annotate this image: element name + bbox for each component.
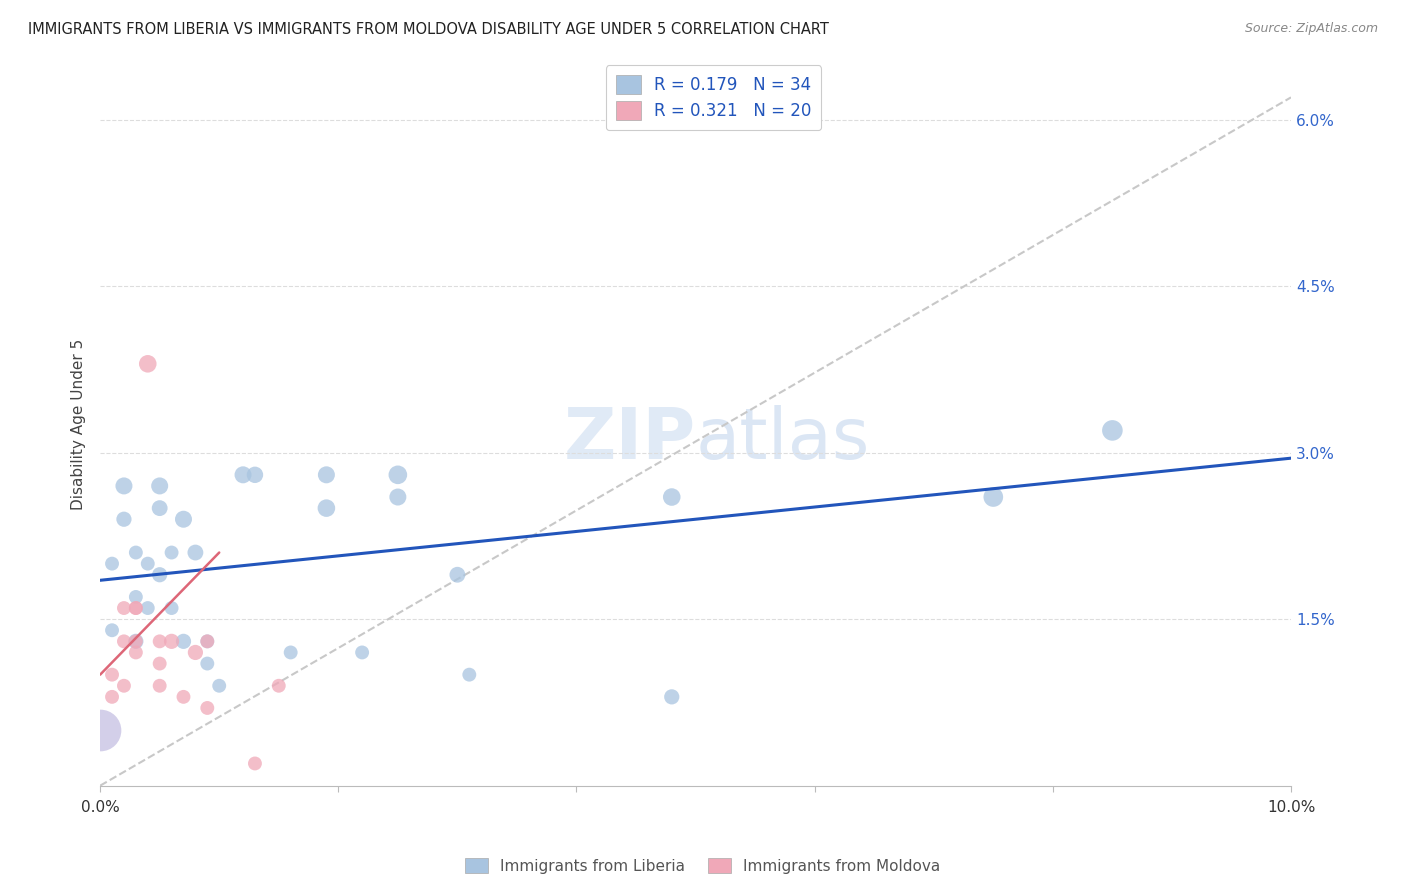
Legend: Immigrants from Liberia, Immigrants from Moldova: Immigrants from Liberia, Immigrants from… xyxy=(460,852,946,880)
Text: Source: ZipAtlas.com: Source: ZipAtlas.com xyxy=(1244,22,1378,36)
Point xyxy=(184,645,207,659)
Point xyxy=(160,601,183,615)
Point xyxy=(101,667,124,681)
Point xyxy=(387,490,409,504)
Point xyxy=(112,512,135,526)
Point xyxy=(315,501,337,516)
Point xyxy=(125,645,148,659)
Legend: R = 0.179   N = 34, R = 0.321   N = 20: R = 0.179 N = 34, R = 0.321 N = 20 xyxy=(606,65,821,130)
Point xyxy=(446,567,468,582)
Point xyxy=(280,645,302,659)
Point xyxy=(125,601,148,615)
Point xyxy=(195,634,218,648)
Text: IMMIGRANTS FROM LIBERIA VS IMMIGRANTS FROM MOLDOVA DISABILITY AGE UNDER 5 CORREL: IMMIGRANTS FROM LIBERIA VS IMMIGRANTS FR… xyxy=(28,22,830,37)
Point xyxy=(661,690,683,704)
Point xyxy=(101,557,124,571)
Y-axis label: Disability Age Under 5: Disability Age Under 5 xyxy=(72,339,86,510)
Point xyxy=(243,467,266,482)
Point xyxy=(125,601,148,615)
Point xyxy=(173,512,195,526)
Point xyxy=(184,545,207,559)
Point xyxy=(173,634,195,648)
Point xyxy=(352,645,374,659)
Point xyxy=(149,567,172,582)
Text: atlas: atlas xyxy=(696,405,870,474)
Point xyxy=(136,557,159,571)
Point xyxy=(101,624,124,638)
Point xyxy=(149,479,172,493)
Point xyxy=(112,601,135,615)
Point xyxy=(243,756,266,771)
Point xyxy=(149,657,172,671)
Point xyxy=(125,634,148,648)
Point xyxy=(149,679,172,693)
Point xyxy=(315,467,337,482)
Point xyxy=(160,634,183,648)
Point xyxy=(125,590,148,604)
Point xyxy=(112,634,135,648)
Point xyxy=(661,490,683,504)
Point xyxy=(160,545,183,559)
Point xyxy=(125,545,148,559)
Point xyxy=(195,657,218,671)
Point xyxy=(112,479,135,493)
Point xyxy=(101,690,124,704)
Point xyxy=(981,490,1004,504)
Point xyxy=(89,723,111,738)
Point xyxy=(136,601,159,615)
Point xyxy=(173,690,195,704)
Point xyxy=(149,501,172,516)
Point xyxy=(458,667,481,681)
Point xyxy=(387,467,409,482)
Point xyxy=(195,634,218,648)
Point xyxy=(1101,424,1123,438)
Point xyxy=(136,357,159,371)
Point xyxy=(112,679,135,693)
Point xyxy=(195,701,218,715)
Point xyxy=(232,467,254,482)
Text: ZIP: ZIP xyxy=(564,405,696,474)
Point xyxy=(125,634,148,648)
Point xyxy=(208,679,231,693)
Point xyxy=(267,679,290,693)
Point xyxy=(149,634,172,648)
